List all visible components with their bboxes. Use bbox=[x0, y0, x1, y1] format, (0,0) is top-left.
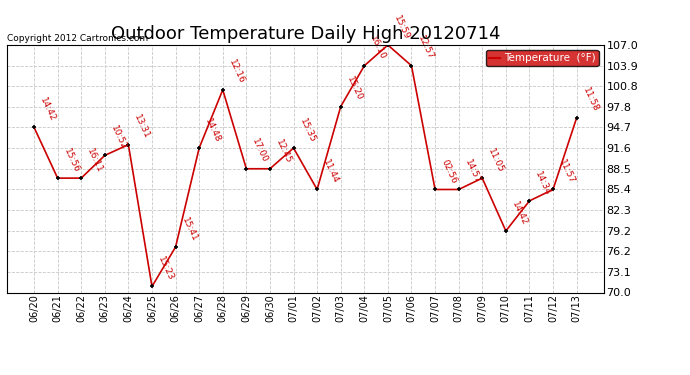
Point bbox=[99, 152, 110, 158]
Text: 10:52: 10:52 bbox=[109, 124, 128, 151]
Point bbox=[335, 104, 346, 110]
Text: 11:05: 11:05 bbox=[486, 147, 506, 174]
Text: 14:42: 14:42 bbox=[510, 200, 529, 227]
Text: 14:42: 14:42 bbox=[38, 96, 57, 123]
Point bbox=[146, 284, 157, 290]
Point bbox=[571, 115, 582, 121]
Point bbox=[500, 228, 511, 234]
Text: 15:41: 15:41 bbox=[179, 216, 199, 243]
Text: 16:11: 16:11 bbox=[86, 147, 104, 174]
Point bbox=[524, 198, 535, 204]
Point bbox=[547, 186, 558, 192]
Text: 14:34: 14:34 bbox=[533, 170, 553, 197]
Point bbox=[430, 186, 441, 192]
Title: Outdoor Temperature Daily High 20120714: Outdoor Temperature Daily High 20120714 bbox=[110, 26, 500, 44]
Text: 14:57: 14:57 bbox=[463, 158, 482, 185]
Point bbox=[241, 166, 252, 172]
Text: 12:57: 12:57 bbox=[415, 34, 435, 62]
Text: 02:56: 02:56 bbox=[440, 158, 458, 185]
Point bbox=[123, 142, 134, 148]
Legend: Temperature  (°F): Temperature (°F) bbox=[486, 50, 598, 66]
Text: 11:44: 11:44 bbox=[322, 158, 340, 185]
Text: 15:59: 15:59 bbox=[392, 13, 411, 41]
Text: 12:16: 12:16 bbox=[227, 58, 246, 86]
Point bbox=[52, 175, 63, 181]
Point bbox=[453, 186, 464, 192]
Point bbox=[382, 42, 393, 48]
Text: Copyright 2012 Cartronics.com: Copyright 2012 Cartronics.com bbox=[7, 33, 148, 42]
Text: 17:00: 17:00 bbox=[250, 137, 270, 165]
Point bbox=[359, 63, 370, 69]
Point bbox=[217, 87, 228, 93]
Point bbox=[194, 145, 205, 151]
Text: 15:35: 15:35 bbox=[297, 117, 317, 144]
Point bbox=[264, 166, 275, 172]
Text: 14:48: 14:48 bbox=[204, 117, 222, 144]
Text: 11:58: 11:58 bbox=[581, 87, 600, 114]
Point bbox=[28, 124, 39, 130]
Text: 15:20: 15:20 bbox=[345, 75, 364, 102]
Point bbox=[477, 175, 488, 181]
Point bbox=[288, 145, 299, 151]
Text: 12:45: 12:45 bbox=[274, 138, 293, 165]
Text: 11:57: 11:57 bbox=[558, 158, 576, 185]
Point bbox=[406, 63, 417, 69]
Text: 15:56: 15:56 bbox=[62, 147, 81, 174]
Text: 13:31: 13:31 bbox=[132, 113, 152, 141]
Point bbox=[312, 186, 323, 192]
Point bbox=[170, 244, 181, 250]
Text: 15:23: 15:23 bbox=[156, 255, 175, 282]
Point bbox=[76, 175, 87, 181]
Text: 16:10: 16:10 bbox=[368, 34, 388, 62]
